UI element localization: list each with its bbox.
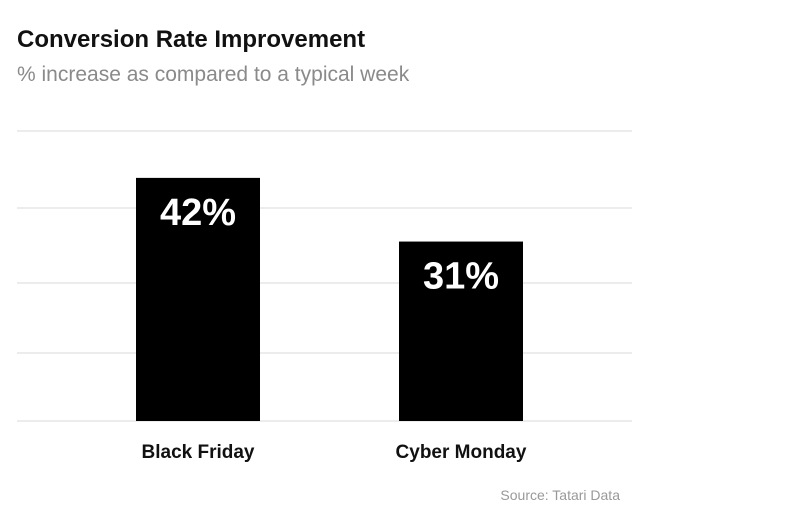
data-label: 42% — [160, 192, 236, 234]
bar — [136, 177, 260, 421]
source-note: Source: Tatari Data — [500, 487, 620, 503]
chart-title: Conversion Rate Improvement — [17, 26, 366, 53]
category-label: Black Friday — [142, 442, 255, 463]
chart-subtitle: % increase as compared to a typical week — [17, 63, 410, 86]
data-label: 31% — [423, 256, 499, 298]
bar — [399, 241, 523, 421]
category-label: Cyber Monday — [396, 442, 527, 463]
